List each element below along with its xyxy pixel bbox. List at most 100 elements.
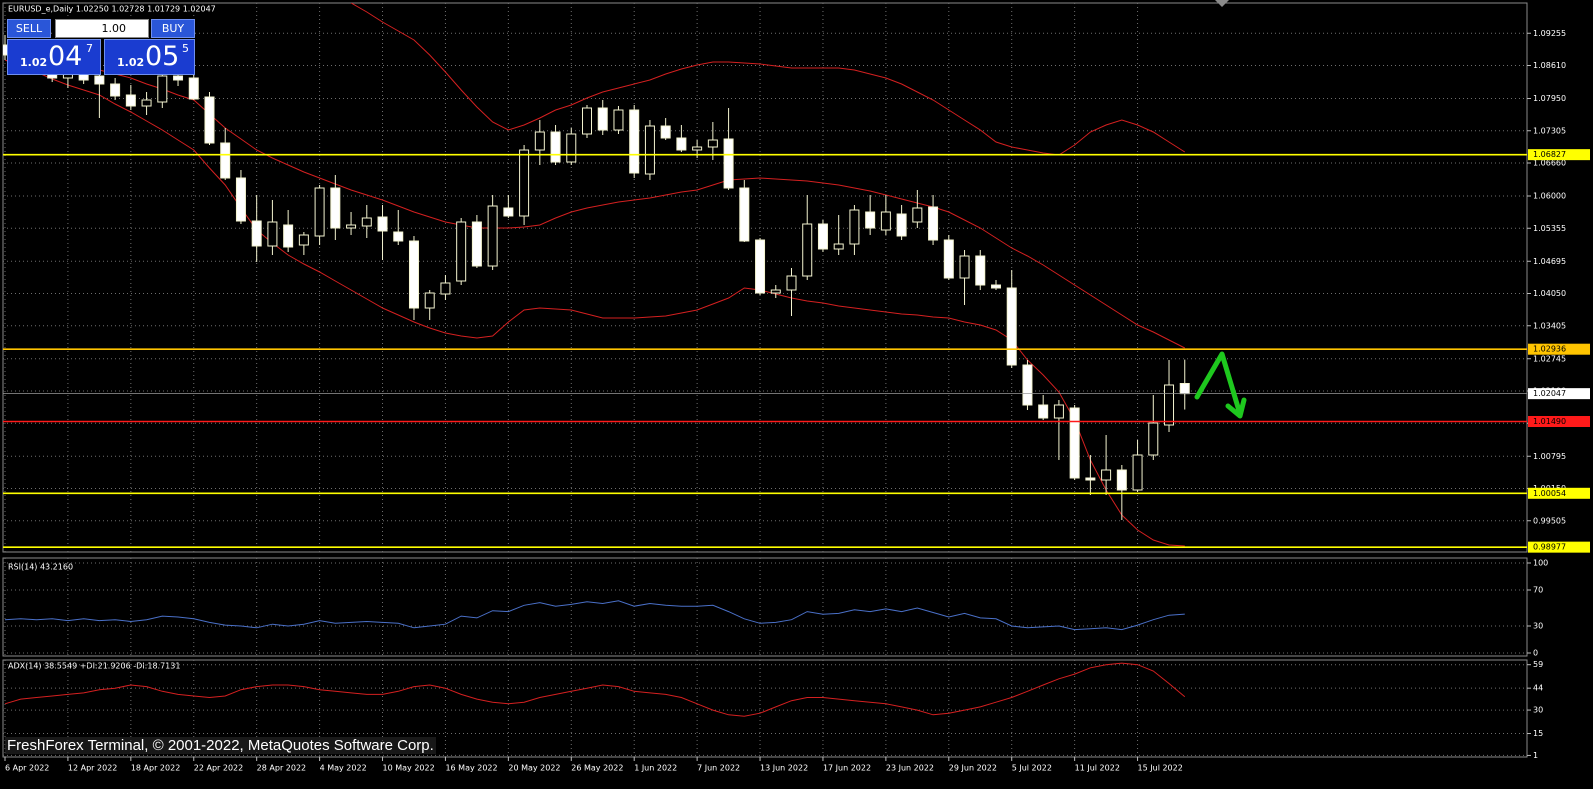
y-tick-label: 1.07305 [1533, 126, 1566, 135]
y-tick-label: 59 [1533, 660, 1543, 669]
candle-body [880, 211, 891, 231]
x-tick-label: 28 Apr 2022 [257, 764, 306, 773]
x-tick-label: 26 May 2022 [571, 764, 623, 773]
candle-body [582, 107, 593, 135]
candle-body [110, 83, 121, 97]
candle-body [1053, 404, 1064, 419]
level-label: 1.01490 [1533, 417, 1566, 426]
candle-body [755, 239, 766, 294]
candle-body [157, 75, 168, 103]
candle-body [1179, 383, 1190, 395]
header-text: EURUSD_e,Daily 1.02250 1.02728 1.01729 1… [8, 5, 216, 14]
x-tick-label: 10 May 2022 [383, 764, 435, 773]
candle-body [94, 75, 105, 85]
candle-body [692, 146, 703, 151]
candle-body [707, 139, 718, 148]
candle-body [566, 133, 577, 163]
candle-body [739, 187, 750, 242]
candle-body [1022, 364, 1033, 406]
bollinger-band [4, 49, 1186, 349]
candle-body [267, 221, 278, 247]
x-tick-label: 22 Apr 2022 [194, 764, 243, 773]
candle-body [1148, 422, 1159, 456]
ask-box[interactable]: 1.02 05 5 [104, 39, 195, 75]
bid-box[interactable]: 1.02 04 7 [7, 39, 101, 75]
candle-body [912, 207, 923, 223]
x-tick-label: 11 Jul 2022 [1075, 764, 1120, 773]
x-tick-label: 15 Jul 2022 [1138, 764, 1183, 773]
x-tick-label: 13 Jun 2022 [760, 764, 808, 773]
ask-pips: 05 [145, 41, 180, 72]
candle-body [959, 255, 970, 279]
indicator-line [4, 600, 1185, 631]
y-tick-label: 44 [1533, 684, 1543, 693]
candle-body [251, 220, 262, 247]
candle-body [519, 149, 530, 217]
candle-body [1116, 469, 1127, 491]
candle-body [346, 224, 357, 229]
y-tick-label: 1 [1533, 751, 1538, 760]
candle-body [361, 217, 372, 227]
candle-body [1164, 384, 1175, 426]
y-tick-label: 1.08610 [1533, 61, 1566, 70]
candle-body [1006, 287, 1017, 366]
candle-body [975, 255, 986, 286]
candle-body [408, 240, 419, 309]
y-tick-label: 15 [1533, 729, 1543, 738]
sell-button[interactable]: SELL [7, 19, 51, 38]
level-label: 1.00054 [1533, 489, 1566, 498]
x-tick-label: 6 Apr 2022 [5, 764, 49, 773]
candle-body [1085, 477, 1096, 481]
rsi-panel [2, 557, 1528, 657]
candle-body [456, 221, 467, 282]
candle-body [802, 223, 813, 277]
candle-body [817, 223, 828, 250]
candle-body [990, 284, 1001, 289]
bid-pips: 04 [48, 41, 83, 72]
level-label-box [1528, 149, 1590, 161]
y-tick-label: 1.09255 [1533, 29, 1566, 38]
adx-title: ADX(14) 38.5549 +DI:21.9206 -DI:18.7131 [8, 662, 180, 671]
candle-body [424, 292, 435, 309]
candle-body [125, 94, 136, 107]
buy-button[interactable]: BUY [151, 19, 195, 38]
candle-body [283, 224, 294, 248]
x-tick-label: 7 Jun 2022 [697, 764, 740, 773]
candle-body [314, 187, 325, 237]
candle-body [943, 239, 954, 279]
lot-input[interactable]: 1.00 [55, 19, 149, 38]
level-label: 0.98977 [1533, 543, 1566, 552]
y-tick-label: 100 [1533, 559, 1548, 568]
y-tick-label: 0.99505 [1533, 516, 1566, 525]
candle-body [204, 96, 215, 144]
candle-body [597, 107, 608, 131]
x-tick-label: 20 May 2022 [508, 764, 560, 773]
x-tick-label: 5 Jul 2022 [1012, 764, 1052, 773]
x-tick-label: 12 Apr 2022 [68, 764, 117, 773]
candle-body [896, 213, 907, 237]
candle-body [786, 275, 797, 291]
candle-body [141, 99, 152, 107]
candle-body [393, 231, 404, 242]
candle-body [613, 109, 624, 131]
candle-body [644, 125, 655, 175]
y-tick-label: 1.03405 [1533, 321, 1566, 330]
footer: FreshForex Terminal, © 2001-2022, MetaQu… [5, 737, 436, 754]
x-tick-label: 29 Jun 2022 [949, 764, 997, 773]
y-tick-label: 1.00795 [1533, 452, 1566, 461]
y-tick-label: 0 [1533, 649, 1538, 658]
ask-frac: 5 [182, 42, 189, 55]
candle-body [723, 138, 734, 189]
candle-body [188, 77, 199, 100]
x-tick-label: 1 Jun 2022 [634, 764, 677, 773]
scroll-marker [1215, 0, 1229, 7]
x-tick-label: 18 Apr 2022 [131, 764, 180, 773]
level-label-box [1528, 416, 1590, 427]
ask-big: 1.02 [117, 56, 145, 69]
y-tick-label: 1.02745 [1533, 354, 1566, 363]
candle-body [235, 177, 246, 222]
bollinger-band [4, 59, 1185, 547]
candle-body [833, 243, 844, 250]
candle-body [471, 221, 482, 267]
